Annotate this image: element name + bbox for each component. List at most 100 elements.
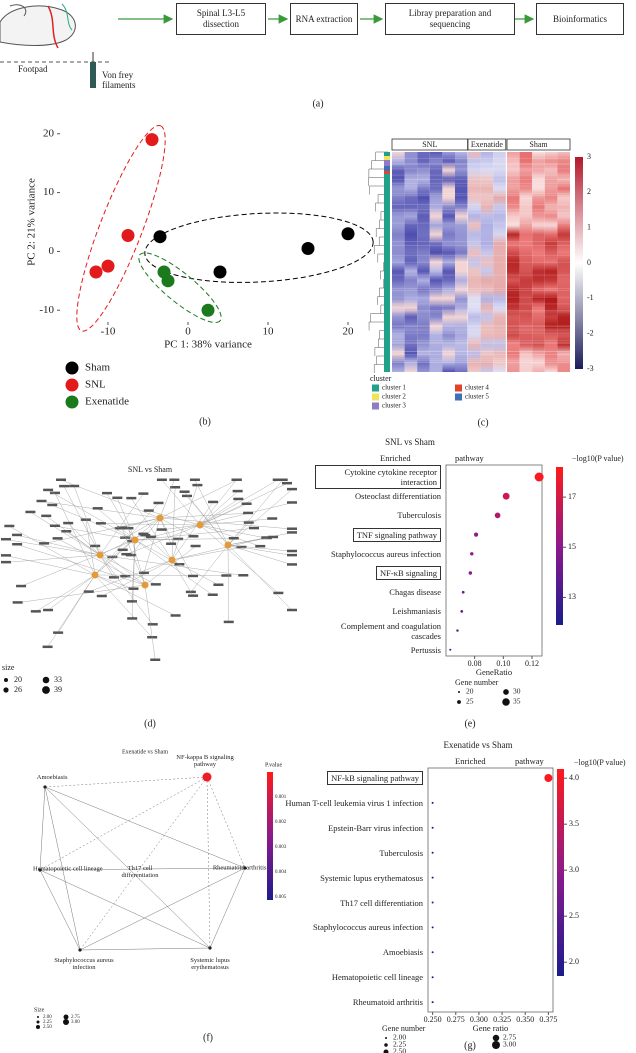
network-leaf-label bbox=[43, 608, 54, 612]
size-legend-marker bbox=[63, 1019, 69, 1025]
filament-label: Von frey filaments bbox=[102, 70, 136, 90]
colorbar-tick-label: 4.0 bbox=[569, 773, 579, 782]
network-leaf-label bbox=[241, 502, 252, 505]
network-leaf-label bbox=[170, 485, 181, 489]
network-leaf-label bbox=[233, 497, 244, 501]
network-edge bbox=[171, 502, 214, 561]
x-tick-label: 0.300 bbox=[470, 1015, 488, 1024]
heatmap-column bbox=[532, 152, 545, 372]
network-edge bbox=[17, 584, 146, 603]
network-edge bbox=[85, 519, 96, 576]
network-node bbox=[243, 866, 247, 870]
size-legend-label: 26 bbox=[14, 685, 22, 694]
point bbox=[89, 265, 103, 279]
network-leaf-label bbox=[221, 574, 232, 577]
network-edge bbox=[99, 554, 244, 576]
network-edge bbox=[206, 776, 211, 949]
network-leaf-label bbox=[140, 533, 151, 537]
network-node bbox=[208, 946, 212, 950]
x-tick-label: 0.08 bbox=[468, 659, 482, 668]
network-leaf-label bbox=[281, 481, 292, 485]
network-leaf-label bbox=[287, 553, 297, 557]
group-ellipse bbox=[138, 252, 222, 323]
network-leaf-label bbox=[145, 535, 156, 539]
y-axis-label: PC 2: 21% variance bbox=[26, 178, 38, 266]
network-hub bbox=[168, 556, 176, 564]
network-edge bbox=[44, 786, 246, 869]
category-label: Cytokine cytokine receptor interaction bbox=[315, 465, 441, 489]
network-leaf-label bbox=[12, 601, 23, 604]
category-label: Osteoclast differentiation bbox=[355, 491, 441, 502]
heatmap-colorbar-label: -1 bbox=[587, 293, 594, 302]
network-edge bbox=[57, 574, 96, 634]
network-leaf-label bbox=[102, 491, 113, 495]
dot bbox=[431, 926, 434, 929]
size-legend-marker bbox=[36, 1020, 40, 1024]
network-edge bbox=[99, 554, 115, 578]
network-edge bbox=[99, 554, 153, 625]
workflow-step: RNA extraction bbox=[290, 3, 358, 35]
size-legend-marker bbox=[492, 1034, 500, 1042]
network-edge bbox=[5, 539, 101, 556]
network-edge bbox=[150, 524, 201, 538]
heatmap-column bbox=[442, 152, 455, 372]
cluster-legend-swatch bbox=[372, 402, 379, 410]
network-leaf-label bbox=[143, 509, 154, 512]
network-edge bbox=[47, 574, 96, 611]
network-edge bbox=[121, 527, 146, 586]
group-header: Sham bbox=[529, 140, 548, 149]
dot bbox=[431, 876, 434, 879]
network-edge bbox=[134, 538, 234, 541]
network-leaf-label bbox=[287, 531, 297, 534]
network-edge bbox=[199, 491, 238, 526]
network-leaf-label bbox=[12, 533, 23, 537]
point bbox=[153, 230, 167, 244]
network-edge bbox=[194, 479, 229, 546]
point bbox=[145, 133, 159, 147]
network-edge bbox=[145, 535, 173, 561]
network-edge bbox=[199, 524, 279, 594]
network-edge bbox=[159, 479, 237, 519]
cluster-bar bbox=[384, 171, 390, 174]
network-edge bbox=[99, 493, 144, 556]
network-edge bbox=[144, 584, 156, 661]
network-leaf-label bbox=[117, 548, 128, 552]
network-edge bbox=[44, 786, 81, 951]
category-label: Staphylococcus aureus infection bbox=[313, 922, 423, 933]
x-tick-label: 0 bbox=[185, 326, 191, 338]
network-leaf-label bbox=[56, 478, 67, 481]
heatmap-column bbox=[557, 152, 570, 372]
network-edge bbox=[54, 525, 136, 541]
category-label: TNF signaling pathway bbox=[352, 527, 441, 542]
network-edge bbox=[88, 559, 173, 593]
size-legend-label: 2.75 bbox=[71, 1015, 80, 1020]
network-leaf-label bbox=[169, 478, 180, 481]
heatmap-column bbox=[493, 152, 506, 372]
network-leaf-label bbox=[272, 478, 283, 481]
size-legend-label: 20 bbox=[466, 687, 474, 696]
network-node-label: Systemic lupus erythematosus bbox=[190, 957, 230, 971]
network-edge bbox=[39, 867, 246, 871]
network-edge bbox=[35, 574, 96, 612]
network-edge bbox=[161, 524, 201, 531]
legend-marker bbox=[65, 395, 79, 409]
point bbox=[161, 274, 175, 288]
size-legend-title: Gene number bbox=[382, 1024, 426, 1033]
category-label: Staphylococcus aureus infection bbox=[331, 548, 441, 559]
x-tick-label: 10 bbox=[263, 326, 275, 338]
network-edge bbox=[95, 546, 146, 586]
heatmap-column bbox=[519, 152, 533, 372]
colorbar-tick-label: 2.0 bbox=[569, 957, 579, 966]
network-leaf-label bbox=[150, 583, 161, 586]
network-leaf-label bbox=[116, 526, 127, 529]
network-edge bbox=[199, 524, 261, 547]
heatmap-colorbar-label: 0 bbox=[587, 258, 591, 267]
size-legend-label: 3.00 bbox=[503, 1040, 516, 1049]
category-label: Hematopoietic cell lineage bbox=[331, 972, 423, 983]
network-edge bbox=[99, 554, 156, 585]
network-leaf-label bbox=[287, 501, 297, 504]
network-leaf-label bbox=[39, 542, 50, 545]
category-label: Pertussis bbox=[410, 644, 441, 655]
